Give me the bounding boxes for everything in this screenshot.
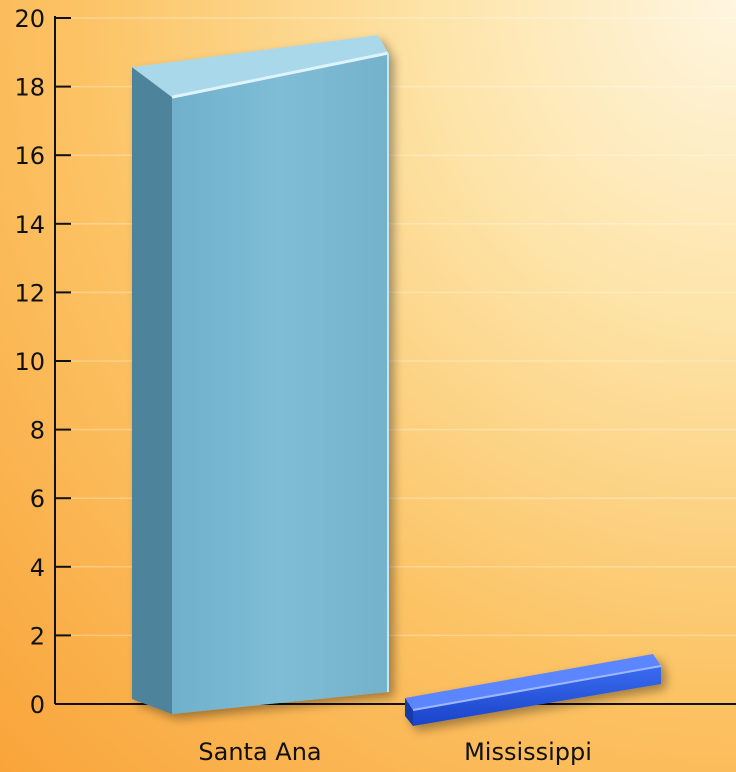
y-tick-label: 12 bbox=[14, 279, 45, 307]
bar-top-face bbox=[132, 35, 388, 98]
y-tick-label: 2 bbox=[30, 622, 45, 650]
category-label: Santa Ana bbox=[198, 738, 321, 766]
y-tick-label: 20 bbox=[14, 5, 45, 33]
labels: 0 2 4 6 8 10 12 14 16 18 20 Santa Ana Mississippi bbox=[14, 5, 591, 766]
y-tick-label: 8 bbox=[30, 417, 45, 445]
y-tick-label: 0 bbox=[30, 691, 45, 719]
bar bbox=[132, 35, 389, 714]
y-tick-label: 6 bbox=[30, 485, 45, 513]
bar-side-face bbox=[132, 67, 172, 714]
bars bbox=[132, 35, 662, 726]
bar-side-face bbox=[405, 698, 413, 726]
y-tick-label: 18 bbox=[14, 74, 45, 102]
bar-front-face bbox=[172, 53, 388, 714]
bar-front-face bbox=[413, 665, 661, 726]
y-tick-label: 16 bbox=[14, 142, 45, 170]
y-tick-label: 14 bbox=[14, 211, 45, 239]
category-label: Mississippi bbox=[464, 738, 592, 766]
bar-edge-highlight bbox=[171, 51, 389, 99]
y-tick-label: 10 bbox=[14, 348, 45, 376]
bar-top-face bbox=[405, 653, 661, 710]
bar bbox=[405, 653, 662, 726]
y-tick-label: 4 bbox=[30, 554, 45, 582]
bar-edge-highlight bbox=[412, 665, 662, 711]
